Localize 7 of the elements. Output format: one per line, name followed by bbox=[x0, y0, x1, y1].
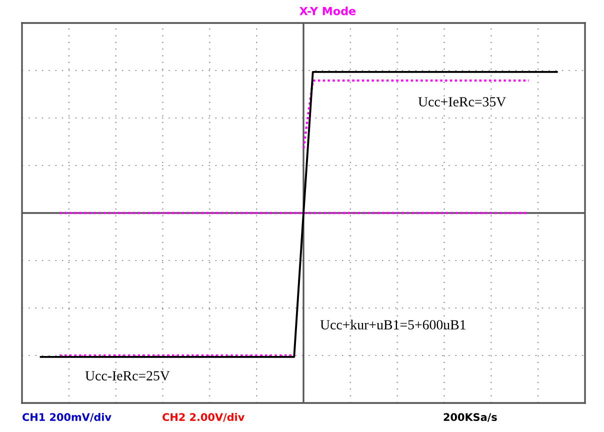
text: CH1 200mV/div bbox=[22, 412, 112, 422]
annotation: Ucc+IeRc=35V bbox=[418, 97, 506, 107]
text: CH2 2.00V/div bbox=[162, 412, 244, 422]
annotation: Ucc+kur+uB1=5+600uB1 bbox=[320, 320, 466, 330]
text: 200KSa/s bbox=[444, 413, 497, 422]
text: Ucc-IeRc=25V bbox=[85, 371, 170, 381]
chart-title: X-Y Mode bbox=[300, 6, 356, 16]
